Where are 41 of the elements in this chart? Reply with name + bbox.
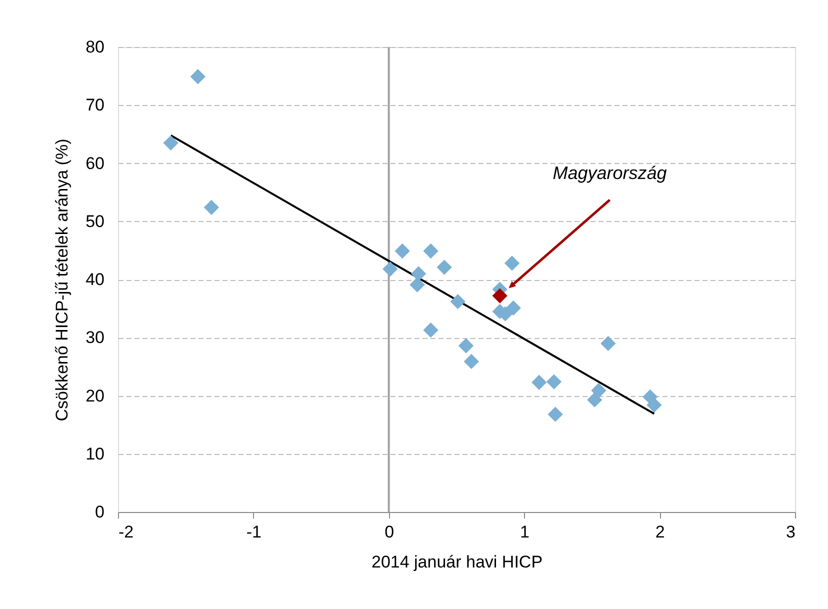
point	[410, 277, 425, 292]
y-tick-label: 30	[86, 328, 104, 348]
point	[190, 69, 206, 84]
point	[600, 336, 616, 352]
point	[492, 288, 508, 304]
y-tick-label: 50	[86, 212, 104, 231]
x-tick-label: 2	[655, 522, 665, 542]
point	[450, 294, 466, 310]
y-tick-label: 40	[86, 270, 104, 289]
y-tick-label: 20	[86, 386, 104, 406]
point	[506, 300, 521, 316]
point	[646, 397, 662, 413]
x-tick-label: 3	[786, 522, 796, 542]
point	[591, 382, 606, 398]
x-tick-label: 1	[520, 522, 530, 542]
point	[458, 338, 474, 354]
y-tick-label: 60	[86, 154, 104, 173]
point	[163, 135, 178, 150]
point	[548, 406, 563, 422]
point	[532, 374, 547, 390]
y-axis-title: Csökkenő HICP-jű tételek aránya (%)	[52, 138, 72, 422]
y-tick-label: 80	[86, 38, 104, 56]
point	[423, 243, 438, 259]
point	[204, 200, 220, 216]
x-axis-title: 2014 január havi HICP	[371, 552, 543, 572]
y-tick-label: 0	[95, 502, 104, 522]
point	[382, 261, 398, 277]
x-tick-label: 0	[384, 522, 394, 542]
x-tick-label: -2	[118, 522, 134, 542]
y-tick-label: 10	[86, 444, 104, 464]
point	[587, 392, 602, 408]
point	[411, 266, 426, 282]
point	[464, 354, 479, 370]
y-tick-label: 70	[86, 96, 104, 115]
annotation: Magyarország	[552, 162, 667, 183]
point	[504, 256, 520, 271]
point	[546, 374, 562, 390]
x-tick-label: -1	[246, 522, 262, 542]
point	[423, 322, 438, 338]
point	[436, 260, 452, 275]
point	[394, 243, 410, 259]
